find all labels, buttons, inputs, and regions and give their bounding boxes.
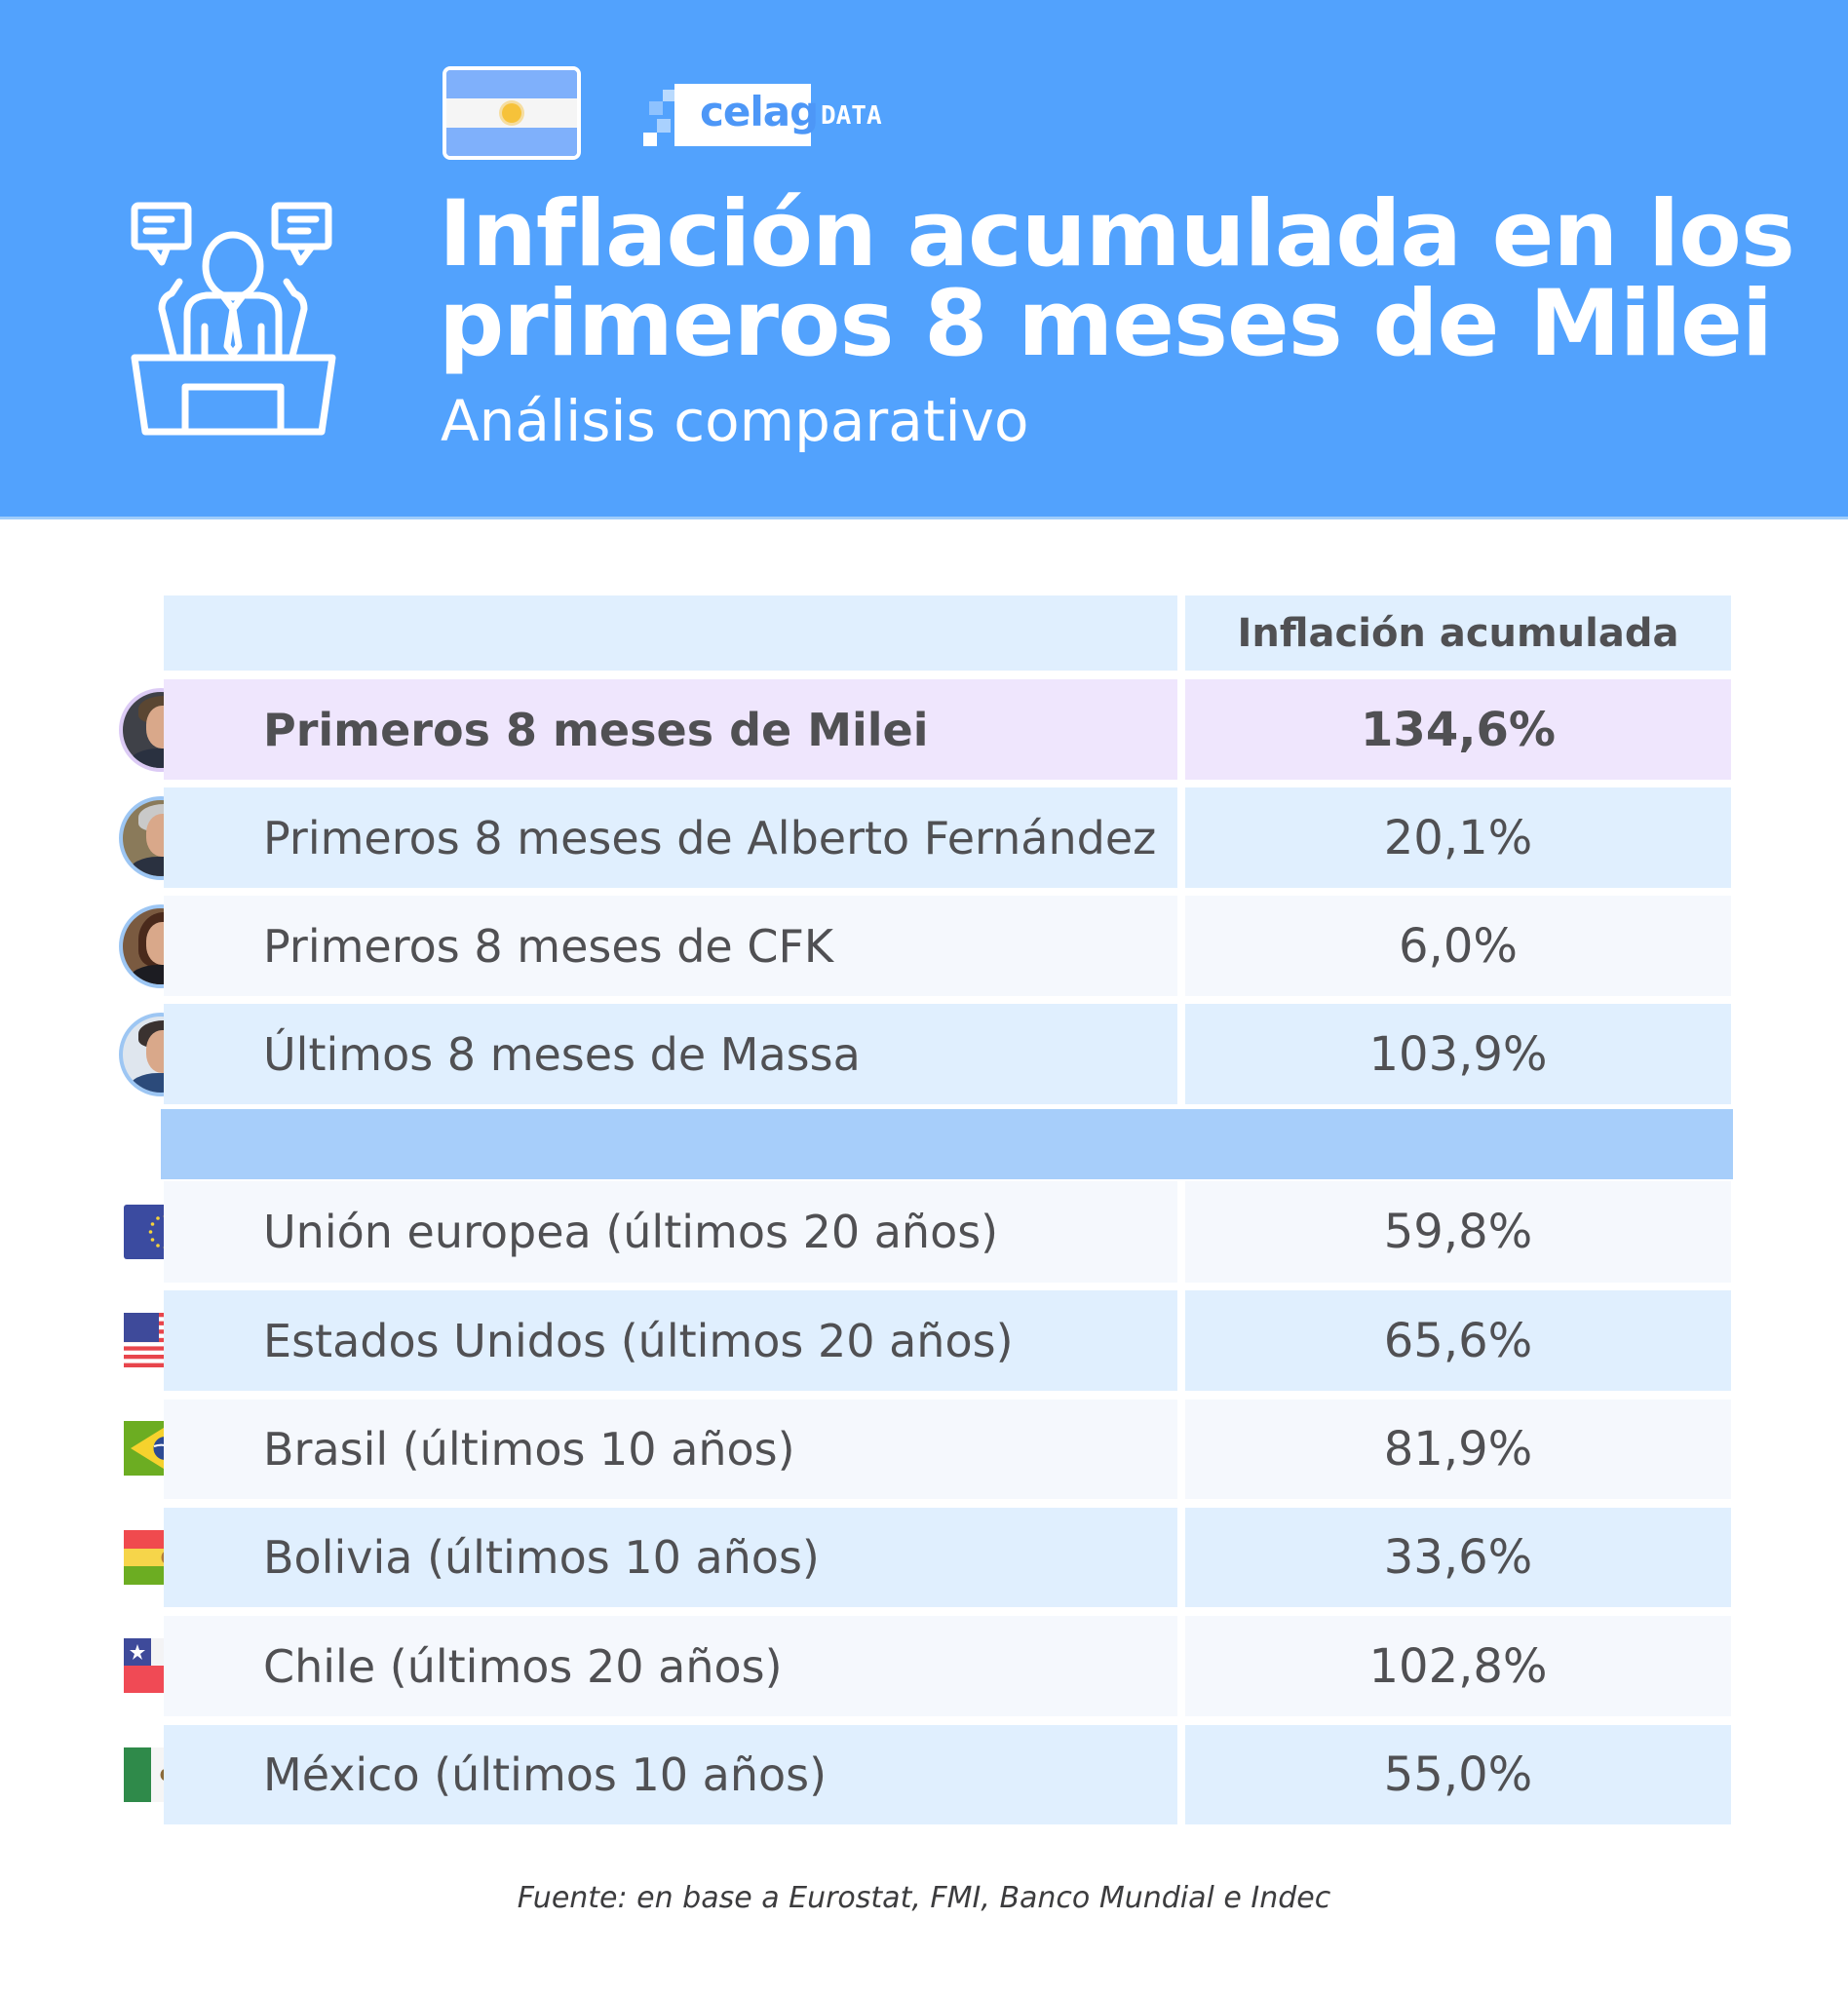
page-subtitle: Análisis comparativo: [441, 388, 1029, 454]
logo-wordmark: celag: [700, 88, 819, 135]
row-label-eu: Unión europea (últimos 20 años): [164, 1181, 1177, 1283]
row-value-eu: 59,8%: [1185, 1181, 1731, 1283]
title-line-1: Inflación acumulada en los: [439, 181, 1795, 288]
row-label-massa: Últimos 8 meses de Massa: [164, 1004, 1177, 1104]
speaker-podium-icon: [131, 202, 336, 436]
argentina-flag-icon: [443, 66, 581, 160]
row-value-massa: 103,9%: [1185, 1004, 1731, 1104]
row-label-alberto: Primeros 8 meses de Alberto Fernández: [164, 787, 1177, 888]
page-title: Inflación acumulada en los primeros 8 me…: [439, 181, 1795, 377]
logo-suffix: DATA: [821, 101, 882, 131]
row-value-bolivia: 33,6%: [1185, 1508, 1731, 1607]
row-label-usa: Estados Unidos (últimos 20 años): [164, 1290, 1177, 1391]
source-note: Fuente: en base a Eurostat, FMI, Banco M…: [517, 1881, 1331, 1915]
row-label-chile: Chile (últimos 20 años): [164, 1616, 1177, 1716]
row-value-cfk: 6,0%: [1185, 896, 1731, 996]
row-label-mexico: México (últimos 10 años): [164, 1725, 1177, 1824]
row-label-brasil: Brasil (últimos 10 años): [164, 1400, 1177, 1499]
row-value-chile: 102,8%: [1185, 1616, 1731, 1716]
title-line-2: primeros 8 meses de Milei: [439, 271, 1773, 377]
row-value-mexico: 55,0%: [1185, 1725, 1731, 1824]
row-label-milei: Primeros 8 meses de Milei: [164, 679, 1177, 780]
row-value-milei: 134,6%: [1185, 679, 1731, 780]
section-separator: [161, 1109, 1733, 1179]
row-label-bolivia: Bolivia (últimos 10 años): [164, 1508, 1177, 1607]
header-banner: celag DATA Inflación acumulada en los pr…: [0, 0, 1848, 519]
row-value-alberto: 20,1%: [1185, 787, 1731, 888]
table-header-inflation: Inflación acumulada: [1185, 595, 1731, 671]
row-value-brasil: 81,9%: [1185, 1400, 1731, 1499]
table-header-empty: [164, 595, 1177, 671]
sun-of-may-icon: [502, 102, 521, 123]
row-label-cfk: Primeros 8 meses de CFK: [164, 896, 1177, 996]
row-value-usa: 65,6%: [1185, 1290, 1731, 1391]
